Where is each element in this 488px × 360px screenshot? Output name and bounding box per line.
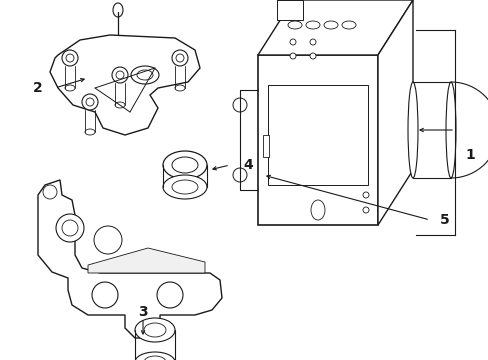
Ellipse shape: [135, 352, 175, 360]
Ellipse shape: [287, 21, 302, 29]
Ellipse shape: [135, 318, 175, 342]
Circle shape: [43, 185, 57, 199]
Polygon shape: [50, 35, 200, 135]
Polygon shape: [377, 0, 412, 225]
Circle shape: [86, 98, 94, 106]
Polygon shape: [258, 0, 412, 55]
Ellipse shape: [324, 21, 337, 29]
Polygon shape: [38, 180, 222, 338]
Ellipse shape: [310, 200, 325, 220]
Circle shape: [62, 220, 78, 236]
Circle shape: [82, 94, 98, 110]
Ellipse shape: [163, 175, 206, 199]
Ellipse shape: [113, 3, 123, 17]
Circle shape: [116, 71, 124, 79]
Circle shape: [56, 214, 84, 242]
Text: 1: 1: [464, 148, 474, 162]
Circle shape: [176, 54, 183, 62]
Circle shape: [92, 282, 118, 308]
Circle shape: [66, 54, 74, 62]
Ellipse shape: [445, 82, 455, 178]
Polygon shape: [263, 135, 268, 157]
Ellipse shape: [143, 356, 165, 360]
Circle shape: [172, 50, 187, 66]
Polygon shape: [258, 55, 377, 225]
Circle shape: [309, 39, 315, 45]
Polygon shape: [276, 0, 303, 20]
Circle shape: [232, 98, 246, 112]
Ellipse shape: [163, 151, 206, 179]
Text: 2: 2: [33, 81, 43, 95]
Ellipse shape: [175, 85, 184, 91]
Circle shape: [112, 67, 128, 83]
Polygon shape: [88, 248, 204, 273]
Polygon shape: [267, 85, 367, 185]
Ellipse shape: [65, 85, 75, 91]
Ellipse shape: [85, 129, 95, 135]
Text: 3: 3: [138, 305, 147, 319]
Circle shape: [309, 53, 315, 59]
Circle shape: [232, 168, 246, 182]
Ellipse shape: [143, 323, 165, 337]
Circle shape: [62, 50, 78, 66]
Ellipse shape: [305, 21, 319, 29]
Ellipse shape: [115, 102, 125, 108]
Ellipse shape: [137, 70, 153, 80]
Circle shape: [362, 192, 368, 198]
Ellipse shape: [341, 21, 355, 29]
Text: 5: 5: [439, 213, 449, 227]
Text: 4: 4: [243, 158, 252, 172]
Circle shape: [362, 207, 368, 213]
Circle shape: [289, 53, 295, 59]
Circle shape: [289, 39, 295, 45]
Circle shape: [157, 282, 183, 308]
Ellipse shape: [172, 180, 198, 194]
Ellipse shape: [407, 82, 417, 178]
Ellipse shape: [131, 66, 159, 84]
Ellipse shape: [172, 157, 198, 173]
Circle shape: [94, 226, 122, 254]
